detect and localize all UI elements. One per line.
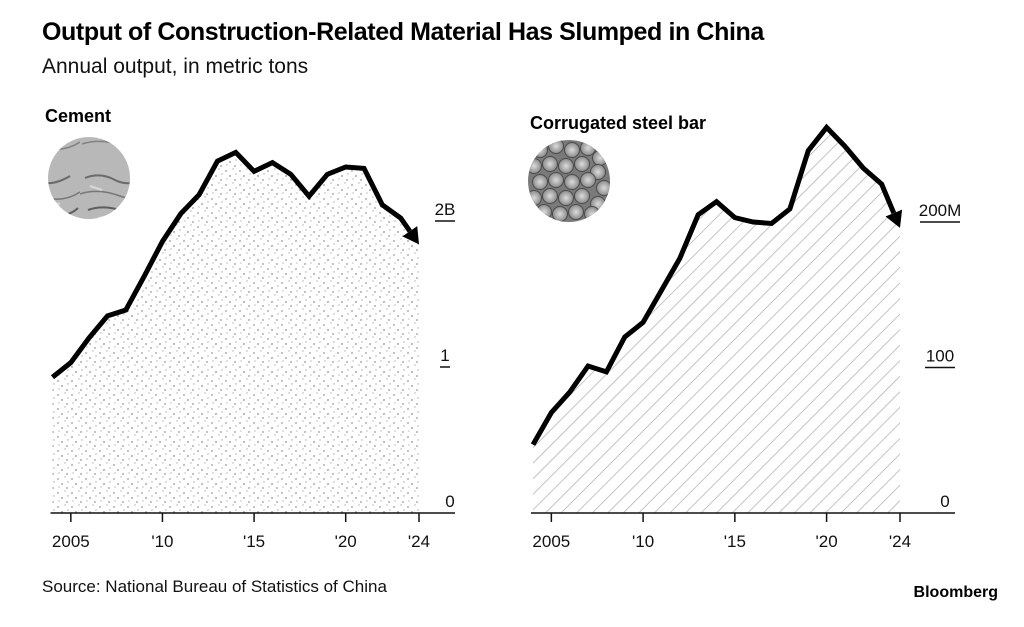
cement-line — [50, 149, 412, 380]
steel-bars-icon — [528, 140, 610, 222]
cement-x-tick-label: '20 — [335, 532, 357, 551]
steel-y-tick-label: 100 — [926, 347, 954, 366]
cement-x-tick-label: '24 — [408, 532, 430, 551]
chart-title: Output of Construction-Related Material … — [42, 18, 764, 46]
steel-x-tick-label: '10 — [632, 532, 654, 551]
steel-end-arrow — [885, 209, 903, 228]
cement-texture-icon — [48, 137, 130, 219]
source-note: Source: National Bureau of Statistics of… — [42, 577, 387, 596]
steel-area — [533, 127, 900, 514]
cement-panel-title: Cement — [45, 106, 112, 126]
cement-area — [52, 152, 419, 513]
bloomberg-logo: Bloomberg — [913, 584, 998, 601]
steel-x-tick-label: '20 — [816, 532, 838, 551]
cement-x-tick-label: '15 — [243, 532, 265, 551]
steel-x-tick-label: '15 — [724, 532, 746, 551]
cement-x-tick-label: '10 — [151, 532, 173, 551]
steel-panel-title: Corrugated steel bar — [530, 113, 707, 133]
steel-line — [530, 123, 897, 446]
chart-subtitle: Annual output, in metric tons — [42, 55, 309, 78]
steel-y-tick-label: 0 — [940, 492, 949, 511]
steel-y-tick-label: 200M — [919, 201, 962, 220]
cement-y-tick-label: 1 — [440, 346, 449, 365]
cement-end-arrow — [402, 226, 419, 245]
steel-x-tick-label: 2005 — [532, 532, 570, 551]
cement-chart: 2005 '10 '15 '20 '24 0 1 2B — [50, 149, 456, 551]
cement-y-tick-label: 0 — [445, 492, 454, 511]
cement-y-tick-label: 2B — [435, 200, 456, 219]
steel-x-tick-label: '24 — [889, 532, 911, 551]
steel-chart: 2005 '10 '15 '20 '24 0 100 200M — [530, 123, 962, 551]
cement-x-tick-label: 2005 — [52, 532, 90, 551]
